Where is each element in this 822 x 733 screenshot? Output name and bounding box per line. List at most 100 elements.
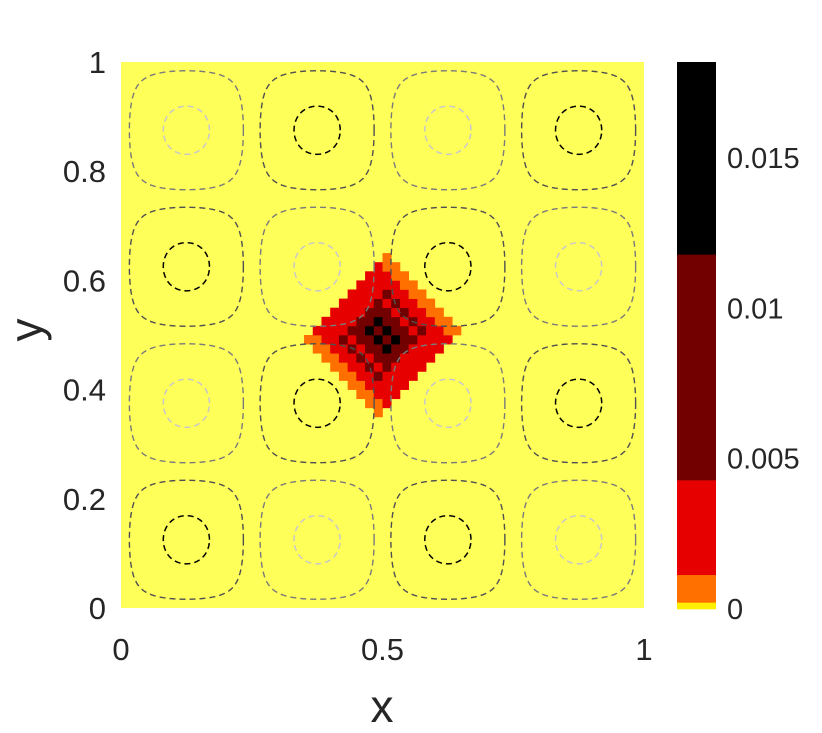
heat-cell <box>391 280 401 290</box>
contour-line <box>293 241 341 292</box>
x-axis-label: x <box>371 680 394 732</box>
heat-cell <box>347 289 357 299</box>
heat-cell <box>434 335 444 345</box>
heat-cell <box>434 316 444 327</box>
colorbar-band <box>677 254 716 481</box>
heat-cell <box>356 316 366 327</box>
heat-cell <box>417 353 427 363</box>
heat-cell <box>382 389 392 400</box>
heat-cell <box>356 280 366 290</box>
heat-cell <box>356 380 366 390</box>
heat-cell <box>365 380 375 390</box>
heat-cell <box>434 344 444 354</box>
heat-cell <box>443 316 453 327</box>
contour-line <box>293 514 341 565</box>
heat-cell <box>382 280 392 290</box>
heat-cell <box>365 289 375 299</box>
heat-cell <box>399 289 409 299</box>
x-tick-labels: 0 0.5 1 <box>112 632 652 667</box>
heat-cell <box>382 262 392 272</box>
heat-cell <box>338 298 348 309</box>
heat-cell <box>356 371 366 381</box>
colorbar <box>677 62 716 610</box>
heat-cell <box>330 307 340 318</box>
heat-cell <box>373 307 383 318</box>
heat-cell <box>391 325 401 336</box>
heat-cell <box>347 307 357 318</box>
heat-cell <box>330 325 340 336</box>
heat-cell <box>434 307 444 318</box>
contour-line <box>162 514 211 565</box>
heat-cell <box>443 325 453 336</box>
heat-cell <box>330 316 340 327</box>
heat-cell <box>356 344 366 354</box>
heat-cell <box>312 325 322 336</box>
y-tick-label: 1 <box>89 45 106 80</box>
heat-cell <box>391 335 401 345</box>
heat-cell <box>434 325 444 336</box>
heat-cell <box>382 380 392 390</box>
heat-cell <box>391 380 401 390</box>
heat-cell <box>365 325 375 336</box>
heat-cell <box>373 316 383 327</box>
heat-cell <box>408 298 418 309</box>
colorbar-band <box>677 480 716 576</box>
heat-cell <box>399 316 409 327</box>
contour-line <box>424 378 472 429</box>
heat-cell <box>373 353 383 363</box>
heat-cell <box>365 389 375 400</box>
heat-cell <box>399 362 409 372</box>
heat-cell <box>408 280 418 290</box>
colorbar-tick-label: 0.005 <box>727 444 800 476</box>
heat-cell <box>373 407 383 418</box>
heat-cell <box>408 307 418 318</box>
heat-cell <box>321 335 331 345</box>
heat-cell <box>426 353 436 363</box>
heat-cell <box>391 316 401 327</box>
contour-line <box>424 105 472 156</box>
heat-cell <box>452 325 462 336</box>
x-tick-label: 1 <box>635 632 652 667</box>
heat-cell <box>347 298 357 309</box>
heat-cell <box>399 353 409 363</box>
heat-cell <box>408 325 418 336</box>
heat-cell <box>391 344 401 354</box>
heat-cell <box>417 362 427 372</box>
heat-cell <box>408 371 418 381</box>
heat-cell <box>347 371 357 381</box>
heat-cell <box>426 335 436 345</box>
heat-cell <box>417 307 427 318</box>
heat-cell <box>417 325 427 336</box>
colorbar-band <box>677 62 716 255</box>
y-tick-labels: 0 0.2 0.4 0.6 0.8 1 <box>63 45 106 626</box>
x-tick-label: 0.5 <box>361 632 404 667</box>
heat-cell <box>338 362 348 372</box>
x-tick-label: 0 <box>112 632 129 667</box>
heat-cell <box>373 262 383 272</box>
heat-cell <box>365 398 375 409</box>
heat-cell <box>356 307 366 318</box>
heat-cell <box>304 335 314 345</box>
heat-cell <box>356 353 366 363</box>
heat-cell <box>365 280 375 290</box>
heat-cell <box>443 335 453 345</box>
heat-cell <box>330 353 340 363</box>
plot-area <box>121 62 644 608</box>
heat-cell <box>356 389 366 400</box>
heat-cell <box>382 271 392 281</box>
heat-cell <box>365 271 375 281</box>
heat-cell <box>321 353 331 363</box>
heat-cell <box>382 335 392 345</box>
colorbar-tick-label: 0.015 <box>727 143 800 175</box>
heat-cell <box>382 353 392 363</box>
heat-cell <box>347 362 357 372</box>
heat-cell <box>417 344 427 354</box>
heat-cell <box>391 307 401 318</box>
heat-cell <box>347 380 357 390</box>
heat-cell <box>391 271 401 281</box>
heat-cell <box>356 325 366 336</box>
heat-cell <box>399 271 409 281</box>
contour-line <box>162 105 211 156</box>
y-tick-label: 0.2 <box>63 482 106 517</box>
heat-cell <box>382 298 392 309</box>
